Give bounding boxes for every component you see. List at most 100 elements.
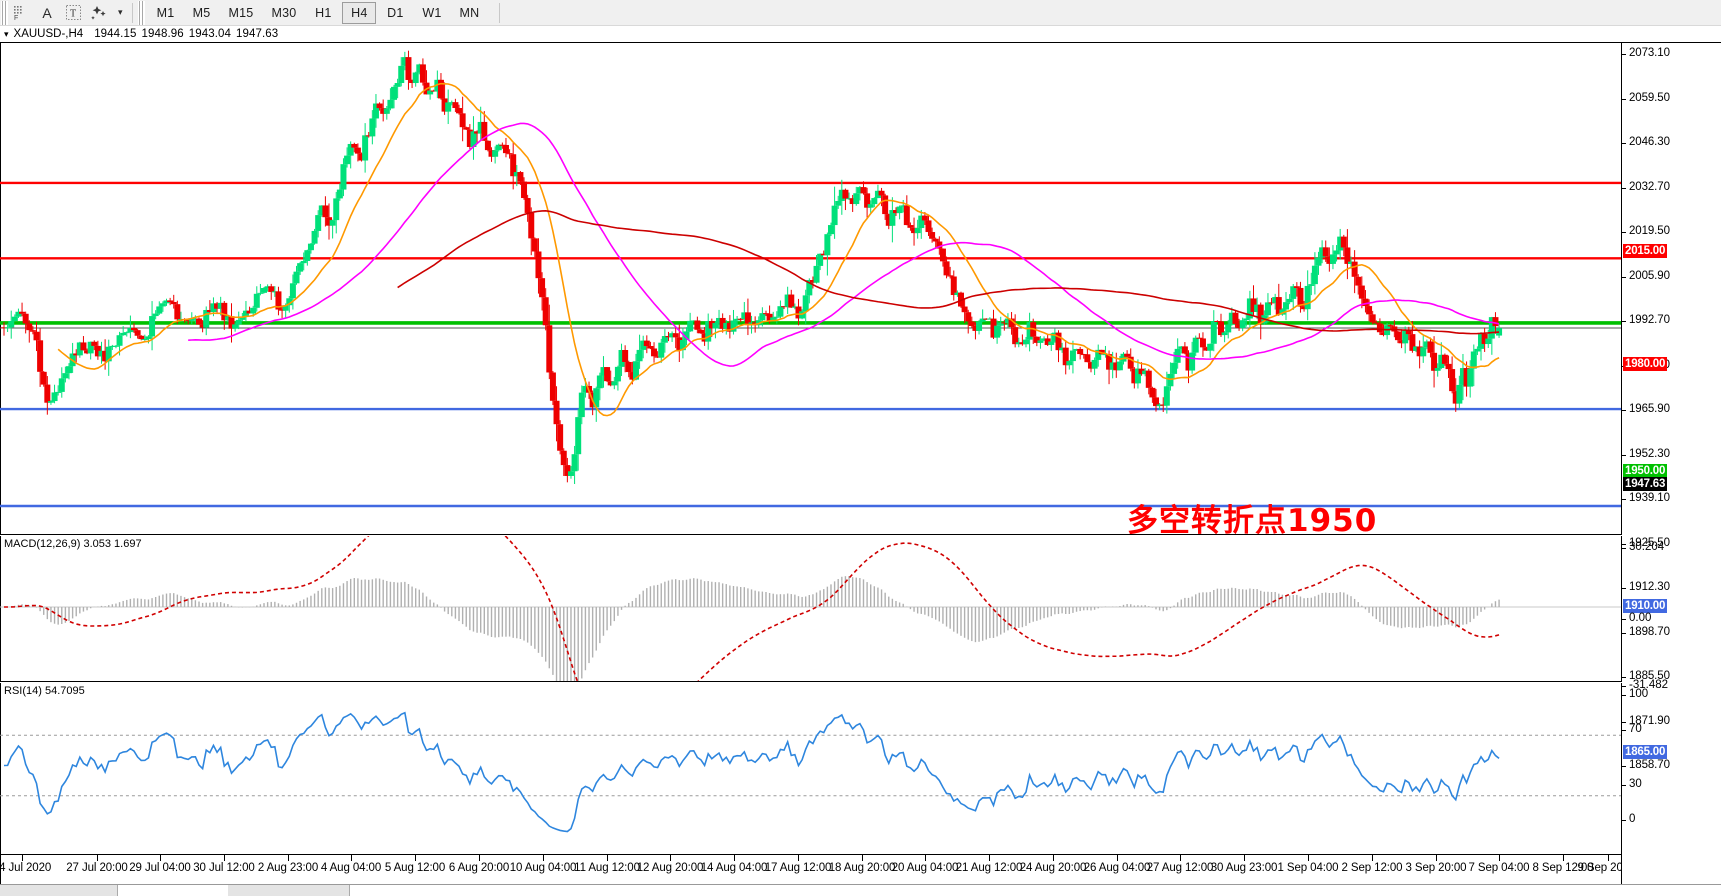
time-tick-label: 2 Aug 23:00	[257, 862, 319, 874]
symbol-name: XAUUSD-,H4	[13, 28, 84, 40]
rsi-pane[interactable]: RSI(14) 54.7095	[0, 683, 1622, 855]
price-level-tag[interactable]: 1910.00	[1623, 599, 1668, 613]
timeframe-button-m30[interactable]: M30	[271, 5, 297, 20]
macd-axis-scale: 30.204 0.00 -31.482	[1622, 536, 1721, 691]
quote-high: 1948.96	[141, 28, 184, 40]
time-tick	[1117, 855, 1118, 861]
time-tick-label: 24 Jul 2020	[0, 862, 52, 874]
macd-pane[interactable]: MACD(12,26,9) 3.053 1.697	[0, 536, 1622, 682]
price-level-tag[interactable]: 1950.00	[1623, 464, 1668, 478]
objects-dropdown-icon[interactable]: ▾	[118, 7, 123, 17]
price-axis-scale: 2073.10 2059.50 2046.30 2032.70 2019.50 2005.…	[1622, 43, 1721, 771]
price-axis-column[interactable]: 2073.10 2059.50 2046.30 2032.70 2019.50 2005.…	[1622, 43, 1721, 896]
time-tick	[97, 855, 98, 861]
price-tick-dash	[1622, 410, 1626, 411]
rsi-chart-canvas[interactable]	[0, 683, 1621, 854]
price-tick-dash	[1622, 188, 1626, 189]
price-tick-label: 2059.50	[1629, 92, 1670, 104]
price-chart-canvas[interactable]	[0, 43, 1621, 534]
taskbar-tab-1[interactable]	[0, 885, 118, 896]
price-tick-label: 1885.50	[1629, 670, 1670, 682]
toolbar-drag-handle[interactable]	[1, 0, 8, 25]
rsi-indicator-label: RSI(14) 54.7095	[4, 685, 85, 697]
text-tool-icon[interactable]: A	[42, 4, 52, 21]
time-tick	[925, 855, 926, 861]
price-pane[interactable]: 多空转折点1950	[0, 43, 1622, 535]
macd-signal-line	[3, 536, 1500, 681]
timeframe-button-w1[interactable]: W1	[422, 5, 442, 20]
price-tick-dash	[1622, 455, 1626, 456]
timeframe-button-m5[interactable]: M5	[192, 5, 211, 20]
rsi-tick-label: 70	[1629, 723, 1642, 735]
price-tick-dash	[1622, 499, 1626, 500]
macd-chart-canvas[interactable]	[0, 536, 1621, 681]
timeframe-button-m1[interactable]: M1	[156, 5, 175, 20]
price-level-tag[interactable]: 1947.63	[1623, 477, 1668, 491]
price-tick-label: 2019.50	[1629, 225, 1670, 237]
crosshair-icon[interactable]: F	[8, 1, 34, 25]
price-tick-dash	[1622, 633, 1626, 634]
time-tick-label: 7 Sep 04:00	[1468, 862, 1530, 874]
rsi-tick-label-dash	[1622, 695, 1626, 696]
price-level-tag[interactable]: 1865.00	[1623, 745, 1668, 759]
price-tick-dash	[1622, 766, 1626, 767]
time-tick-label: 14 Aug 04:00	[700, 862, 768, 874]
objects-glyph	[91, 6, 106, 20]
price-tick-dash	[1622, 588, 1626, 589]
time-tick-label: 3 Sep 20:00	[1405, 862, 1467, 874]
rsi-tick-label-dash	[1622, 785, 1626, 786]
price-level-tag[interactable]: 2015.00	[1623, 244, 1668, 258]
price-tick-dash	[1622, 232, 1626, 233]
time-tick	[160, 855, 161, 861]
timeframe-button-d1[interactable]: D1	[387, 5, 404, 20]
objects-tool-icon[interactable]	[86, 1, 113, 25]
price-level-tag[interactable]: 1980.00	[1623, 357, 1668, 371]
time-tick	[1499, 855, 1500, 861]
macd-tick-label-dash	[1622, 686, 1626, 687]
time-tick	[798, 855, 799, 861]
text-label-glyph: T	[65, 5, 81, 20]
rsi-axis-scale: 100 70 30 0	[1622, 683, 1721, 855]
price-tick-label: 2073.10	[1629, 47, 1670, 59]
candlestick-series	[0, 50, 1503, 484]
timeframe-button-m15[interactable]: M15	[228, 5, 254, 20]
price-tick-label: 1939.10	[1629, 492, 1670, 504]
time-tick	[479, 855, 480, 861]
time-tick	[1244, 855, 1245, 861]
window-taskbar	[0, 884, 1721, 896]
time-tick-label: 27 Jul 20:00	[66, 862, 128, 874]
svg-text:T: T	[70, 9, 76, 20]
price-tick-label: 1898.70	[1629, 626, 1670, 638]
time-tick	[670, 855, 671, 861]
timeframe-drag-handle[interactable]	[137, 0, 145, 25]
macd-histogram	[6, 576, 1500, 681]
timeframe-button-mn[interactable]: MN	[459, 5, 480, 20]
quote-close: 1947.63	[236, 28, 279, 40]
time-tick-label: 10 Aug 04:00	[509, 862, 577, 874]
chart-toolbar: F A T ▾ M1 M5 M15 M30 H1 H4 D1 W1 MN	[0, 0, 1721, 26]
time-tick-label: 30 Aug 23:00	[1210, 862, 1278, 874]
price-tick-label: 1871.90	[1629, 715, 1670, 727]
symbol-dropdown-icon[interactable]: ▾	[4, 28, 9, 39]
price-tick-label: 1952.30	[1629, 448, 1670, 460]
time-tick-label: 29 Jul 04:00	[129, 862, 191, 874]
rsi-tick-label-dash	[1622, 730, 1626, 731]
moving-average-slow	[397, 209, 1500, 335]
time-tick	[734, 855, 735, 861]
time-tick-label: 24 Aug 20:00	[1019, 862, 1087, 874]
taskbar-tab-2[interactable]	[228, 885, 350, 896]
price-tick-dash	[1622, 722, 1626, 723]
time-tick-label: 18 Aug 20:00	[828, 862, 896, 874]
timeframe-button-h4[interactable]: H4	[342, 1, 377, 24]
time-tick	[1308, 855, 1309, 861]
time-tick	[351, 855, 352, 861]
price-tick-dash	[1622, 54, 1626, 55]
quote-low: 1943.04	[188, 28, 232, 40]
price-tick-label: 1858.70	[1629, 759, 1670, 771]
time-tick-label: 21 Aug 12:00	[955, 862, 1023, 874]
timeframe-button-h1[interactable]: H1	[315, 5, 332, 20]
time-tick	[862, 855, 863, 861]
text-label-tool-icon[interactable]: T	[60, 1, 86, 25]
